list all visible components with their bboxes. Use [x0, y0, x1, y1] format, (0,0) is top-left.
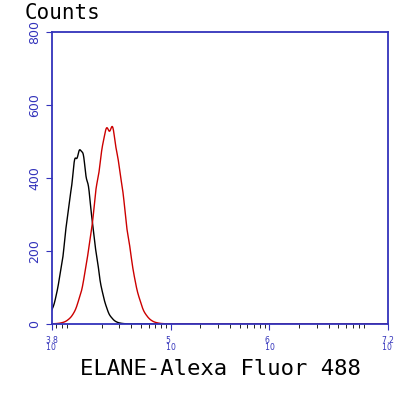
X-axis label: ELANE-Alexa Fluor 488: ELANE-Alexa Fluor 488 — [80, 359, 360, 380]
Text: Counts: Counts — [25, 3, 101, 23]
